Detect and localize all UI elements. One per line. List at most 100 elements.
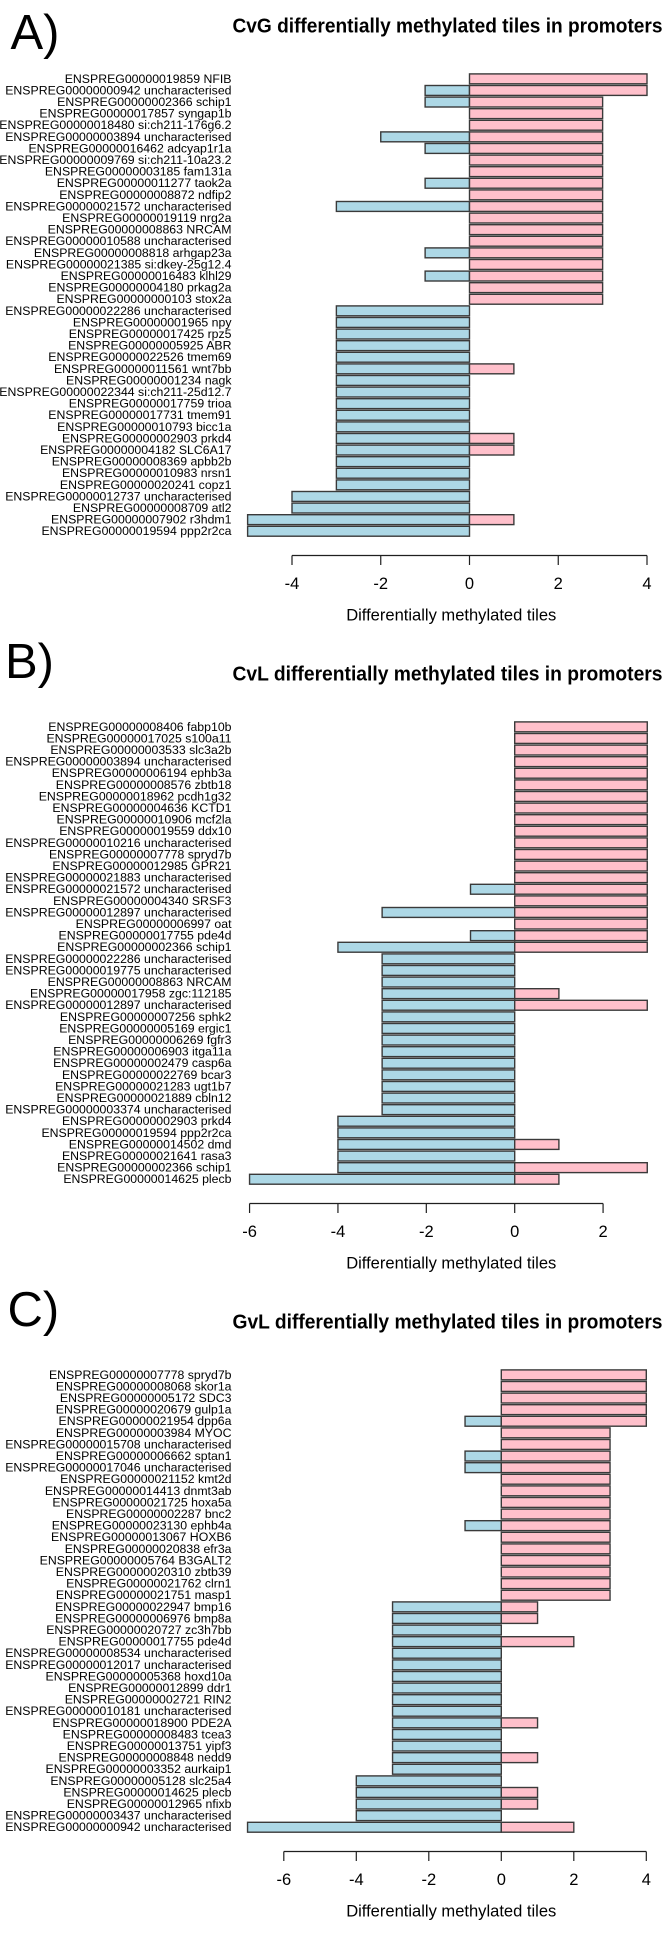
svg-text:ENSPREG00000005172 SDC3: ENSPREG00000005172 SDC3 <box>60 1391 232 1405</box>
svg-text:ENSPREG00000003894 uncharacter: ENSPREG00000003894 uncharacterised <box>5 755 231 769</box>
svg-text:ENSPREG00000003437 uncharacter: ENSPREG00000003437 uncharacterised <box>5 1809 231 1823</box>
svg-text:4: 4 <box>642 575 651 593</box>
svg-text:ENSPREG00000012965 nfixb: ENSPREG00000012965 nfixb <box>67 1797 232 1811</box>
svg-text:4: 4 <box>642 1871 651 1889</box>
svg-text:ENSPREG00000016462 adcyap1r1a: ENSPREG00000016462 adcyap1r1a <box>28 141 231 155</box>
svg-text:Differentially methylated tile: Differentially methylated tiles <box>346 605 556 624</box>
svg-text:2: 2 <box>598 1223 607 1241</box>
svg-text:ENSPREG00000008068 skor1a: ENSPREG00000008068 skor1a <box>56 1379 232 1393</box>
svg-text:ENSPREG00000021385 si:dkey-25g: ENSPREG00000021385 si:dkey-25g12.4 <box>6 257 232 271</box>
svg-text:ENSPREG00000020838 efr3a: ENSPREG00000020838 efr3a <box>65 1542 232 1556</box>
svg-text:ENSPREG00000017755 pde4d: ENSPREG00000017755 pde4d <box>59 1635 232 1649</box>
svg-text:ENSPREG00000022769 bcar3: ENSPREG00000022769 bcar3 <box>62 1068 232 1082</box>
svg-text:ENSPREG00000010588 uncharacter: ENSPREG00000010588 uncharacterised <box>5 234 231 248</box>
svg-text:ENSPREG00000005925 ABR: ENSPREG00000005925 ABR <box>68 339 232 353</box>
svg-text:ENSPREG00000013067 HOXB6: ENSPREG00000013067 HOXB6 <box>51 1530 232 1544</box>
svg-text:ENSPREG00000004182 SLC6A17: ENSPREG00000004182 SLC6A17 <box>40 443 232 457</box>
svg-text:ENSPREG00000023130 ephb4a: ENSPREG00000023130 ephb4a <box>52 1519 232 1533</box>
svg-text:GvL differentially methylated: GvL differentially methylated tiles in p… <box>233 1312 663 1334</box>
svg-text:ENSPREG00000022286 uncharacter: ENSPREG00000022286 uncharacterised <box>5 952 231 966</box>
svg-text:ENSPREG00000011561 wnt7bb: ENSPREG00000011561 wnt7bb <box>54 362 232 376</box>
svg-text:ENSPREG00000012737 uncharacter: ENSPREG00000012737 uncharacterised <box>5 489 231 503</box>
svg-text:ENSPREG00000003352 aurkaip1: ENSPREG00000003352 aurkaip1 <box>46 1762 232 1776</box>
svg-text:ENSPREG00000017857 syngap1b: ENSPREG00000017857 syngap1b <box>39 107 231 121</box>
svg-text:Differentially methylated tile: Differentially methylated tiles <box>346 1901 556 1920</box>
svg-text:C): C) <box>8 1283 60 1337</box>
svg-text:2: 2 <box>554 575 563 593</box>
svg-text:ENSPREG00000010906 mcf2la: ENSPREG00000010906 mcf2la <box>57 813 232 827</box>
svg-text:-6: -6 <box>242 1223 257 1241</box>
svg-text:ENSPREG00000017755 pde4d: ENSPREG00000017755 pde4d <box>59 929 232 943</box>
svg-text:ENSPREG00000008709 atl2: ENSPREG00000008709 atl2 <box>73 501 232 515</box>
svg-text:CvL differentially methylated: CvL differentially methylated tiles in p… <box>233 664 663 686</box>
svg-text:0: 0 <box>497 1871 506 1889</box>
svg-text:ENSPREG00000021762 clrn1: ENSPREG00000021762 clrn1 <box>66 1577 232 1591</box>
svg-text:ENSPREG00000021572 uncharacter: ENSPREG00000021572 uncharacterised <box>5 199 231 213</box>
svg-text:ENSPREG00000006194 ephb3a: ENSPREG00000006194 ephb3a <box>52 766 232 780</box>
svg-text:ENSPREG00000021954 dpp6a: ENSPREG00000021954 dpp6a <box>59 1414 232 1428</box>
svg-text:ENSPREG00000021152 kmt2d: ENSPREG00000021152 kmt2d <box>60 1472 232 1486</box>
svg-text:0: 0 <box>465 575 474 593</box>
svg-text:ENSPREG00000014625 plecb: ENSPREG00000014625 plecb <box>63 1172 231 1186</box>
svg-text:ENSPREG00000002479 casp6a: ENSPREG00000002479 casp6a <box>53 1056 232 1070</box>
svg-text:ENSPREG00000014625 plecb: ENSPREG00000014625 plecb <box>63 1785 231 1799</box>
svg-text:ENSPREG00000004636 KCTD1: ENSPREG00000004636 KCTD1 <box>52 801 231 815</box>
svg-text:ENSPREG00000017759 trioa: ENSPREG00000017759 trioa <box>69 397 232 411</box>
svg-text:ENSPREG00000003984 MYOC: ENSPREG00000003984 MYOC <box>56 1426 232 1440</box>
svg-text:ENSPREG00000020727 zc3h7bb: ENSPREG00000020727 zc3h7bb <box>46 1623 231 1637</box>
svg-text:ENSPREG00000011277 taok2a: ENSPREG00000011277 taok2a <box>57 176 232 190</box>
svg-text:ENSPREG00000022286 uncharacter: ENSPREG00000022286 uncharacterised <box>5 304 231 318</box>
svg-text:ENSPREG00000017425 rpz5: ENSPREG00000017425 rpz5 <box>69 327 232 341</box>
svg-text:ENSPREG00000021889 cbln12: ENSPREG00000021889 cbln12 <box>56 1091 231 1105</box>
svg-text:ENSPREG00000021725 hoxa5a: ENSPREG00000021725 hoxa5a <box>52 1495 231 1509</box>
svg-text:ENSPREG00000003533 slc3a2b: ENSPREG00000003533 slc3a2b <box>50 743 231 757</box>
svg-text:ENSPREG00000000942 uncharacter: ENSPREG00000000942 uncharacterised <box>5 1820 231 1834</box>
svg-text:ENSPREG00000004180 prkag2a: ENSPREG00000004180 prkag2a <box>48 281 231 295</box>
svg-text:ENSPREG00000005764 B3GALT2: ENSPREG00000005764 B3GALT2 <box>40 1553 232 1567</box>
svg-text:ENSPREG00000000942 uncharacter: ENSPREG00000000942 uncharacterised <box>5 83 231 97</box>
svg-text:-4: -4 <box>285 575 300 593</box>
svg-text:ENSPREG00000007778 spryd7b: ENSPREG00000007778 spryd7b <box>49 1368 232 1382</box>
svg-text:ENSPREG00000006976 bmp8a: ENSPREG00000006976 bmp8a <box>55 1611 232 1625</box>
svg-text:-4: -4 <box>331 1223 346 1241</box>
svg-text:ENSPREG00000002721 RIN2: ENSPREG00000002721 RIN2 <box>65 1693 232 1707</box>
svg-text:ENSPREG00000021883 uncharacter: ENSPREG00000021883 uncharacterised <box>5 871 231 885</box>
svg-text:ENSPREG00000021572 uncharacter: ENSPREG00000021572 uncharacterised <box>5 882 231 896</box>
svg-text:ENSPREG00000019775 uncharacter: ENSPREG00000019775 uncharacterised <box>5 963 231 977</box>
svg-text:ENSPREG00000006662 sptan1: ENSPREG00000006662 sptan1 <box>56 1449 232 1463</box>
svg-text:Differentially methylated tile: Differentially methylated tiles <box>346 1253 556 1272</box>
svg-text:ENSPREG00000006903 itga11a: ENSPREG00000006903 itga11a <box>53 1045 231 1059</box>
svg-text:ENSPREG00000010983 nrsn1: ENSPREG00000010983 nrsn1 <box>62 466 232 480</box>
svg-text:ENSPREG00000008872 ndfip2: ENSPREG00000008872 ndfip2 <box>59 188 231 202</box>
svg-text:-2: -2 <box>421 1871 436 1889</box>
svg-text:ENSPREG00000019119 nrg2a: ENSPREG00000019119 nrg2a <box>62 211 231 225</box>
svg-text:-2: -2 <box>373 575 388 593</box>
svg-text:ENSPREG00000009769 si:ch211-10: ENSPREG00000009769 si:ch211-10a23.2 <box>0 153 232 167</box>
svg-text:ENSPREG00000010216 uncharacter: ENSPREG00000010216 uncharacterised <box>5 836 231 850</box>
svg-text:ENSPREG00000014413 dnmt3ab: ENSPREG00000014413 dnmt3ab <box>45 1484 232 1498</box>
svg-text:ENSPREG00000004340 SRSF3: ENSPREG00000004340 SRSF3 <box>53 894 232 908</box>
svg-text:ENSPREG00000002366 schip1: ENSPREG00000002366 schip1 <box>57 1161 231 1175</box>
svg-text:ENSPREG00000019559 ddx10: ENSPREG00000019559 ddx10 <box>59 824 231 838</box>
svg-text:-2: -2 <box>419 1223 434 1241</box>
svg-text:ENSPREG00000022526 tmem69: ENSPREG00000022526 tmem69 <box>48 350 231 364</box>
svg-text:ENSPREG00000012897 uncharacter: ENSPREG00000012897 uncharacterised <box>5 998 231 1012</box>
svg-text:ENSPREG00000002366 schip1: ENSPREG00000002366 schip1 <box>57 95 231 109</box>
svg-text:ENSPREG00000019859 NFIB: ENSPREG00000019859 NFIB <box>65 72 232 86</box>
svg-text:ENSPREG00000021641 rasa3: ENSPREG00000021641 rasa3 <box>62 1149 232 1163</box>
svg-text:ENSPREG00000007778 spryd7b: ENSPREG00000007778 spryd7b <box>49 847 232 861</box>
svg-text:ENSPREG00000008863 NRCAM: ENSPREG00000008863 NRCAM <box>48 223 232 237</box>
svg-text:A): A) <box>11 6 60 60</box>
svg-text:ENSPREG00000012897 uncharacter: ENSPREG00000012897 uncharacterised <box>5 905 231 919</box>
svg-text:2: 2 <box>569 1871 578 1889</box>
svg-text:ENSPREG00000008576 zbtb18: ENSPREG00000008576 zbtb18 <box>56 778 232 792</box>
svg-text:ENSPREG00000017046 uncharacter: ENSPREG00000017046 uncharacterised <box>5 1461 231 1475</box>
svg-text:ENSPREG00000000103 stox2a: ENSPREG00000000103 stox2a <box>56 292 231 306</box>
svg-text:ENSPREG00000021751 masp1: ENSPREG00000021751 masp1 <box>56 1588 232 1602</box>
svg-text:ENSPREG00000008863 NRCAM: ENSPREG00000008863 NRCAM <box>48 975 232 989</box>
svg-text:ENSPREG00000018900 PDE2A: ENSPREG00000018900 PDE2A <box>52 1716 232 1730</box>
svg-text:ENSPREG00000005368 hoxd10a: ENSPREG00000005368 hoxd10a <box>46 1669 232 1683</box>
svg-text:ENSPREG00000020679 gulp1a: ENSPREG00000020679 gulp1a <box>56 1403 232 1417</box>
svg-text:ENSPREG00000003894 uncharacter: ENSPREG00000003894 uncharacterised <box>5 130 231 144</box>
svg-text:ENSPREG00000019594 ppp2r2ca: ENSPREG00000019594 ppp2r2ca <box>41 1126 231 1140</box>
